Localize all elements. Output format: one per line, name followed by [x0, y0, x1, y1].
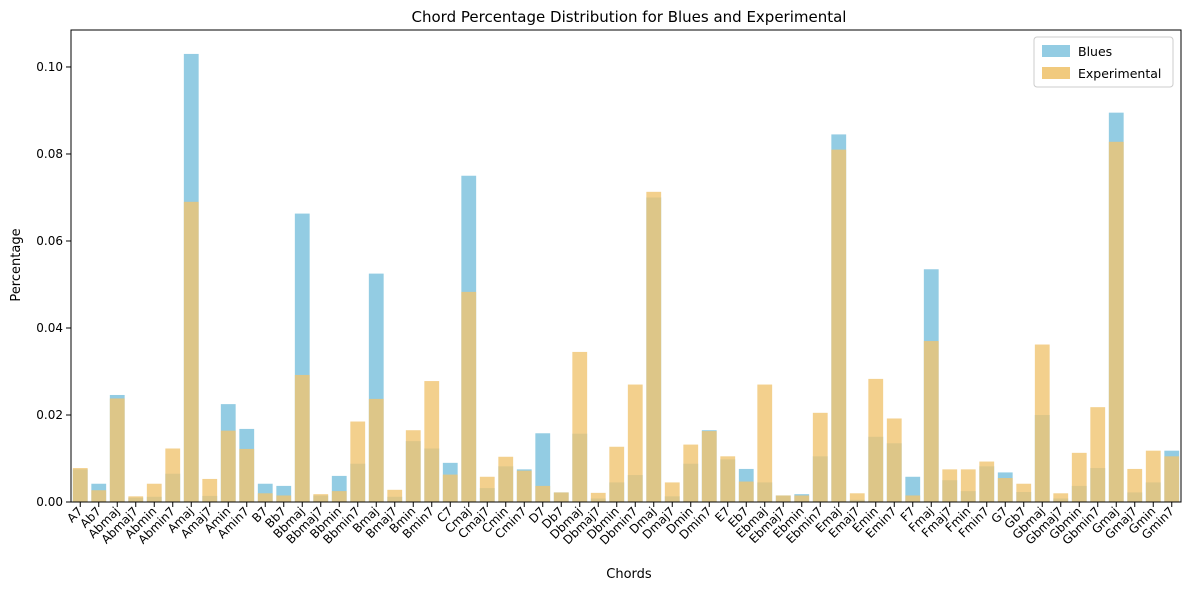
- bar-experimental-gb7: [1016, 483, 1032, 502]
- bar-experimental-dbmaj7: [590, 492, 606, 502]
- bar-experimental-e7: [720, 456, 736, 502]
- bar-experimental-dbmin: [609, 446, 625, 502]
- bar-experimental-db7: [553, 492, 569, 502]
- bar-experimental-bbmaj7: [313, 494, 329, 502]
- y-axis-ticks: 0.00 0.02 0.04 0.06 0.08 0.10: [36, 60, 71, 509]
- bar-experimental-ab7: [91, 490, 107, 502]
- bar-experimental-eb7: [738, 481, 754, 502]
- y-tick-label: 0.10: [36, 60, 63, 74]
- bar-experimental-dmin7: [701, 431, 717, 502]
- bar-experimental-emin: [868, 378, 884, 502]
- legend-label-blues: Blues: [1078, 44, 1112, 59]
- bar-experimental-b7: [257, 493, 273, 502]
- bar-experimental-abmin7: [165, 448, 181, 502]
- y-tick-label: 0.08: [36, 147, 63, 161]
- bar-experimental-dbmaj: [572, 351, 588, 502]
- axes-frame: [70, 29, 1182, 503]
- bar-experimental-bmaj: [368, 398, 384, 502]
- bar-experimental-cmaj: [461, 291, 477, 502]
- bar-experimental-ebmaj7: [775, 495, 791, 502]
- bar-experimental-bmin7: [424, 381, 440, 502]
- bar-experimental-fmaj: [923, 341, 939, 502]
- plot-area: 0.000.020.040.060.080.10A7Ab7AbmajAbmaj7…: [36, 29, 1182, 547]
- bar-experimental-gbmaj7: [1053, 493, 1069, 502]
- bar-experimental-f7: [905, 495, 921, 502]
- bar-experimental-amaj: [183, 201, 199, 502]
- bar-experimental-amin7: [239, 448, 255, 502]
- y-tick-label: 0.00: [36, 495, 63, 509]
- bar-experimental-ebmin7: [812, 412, 828, 502]
- bar-experimental-gmin: [1145, 450, 1161, 502]
- bar-experimental-a7: [72, 468, 88, 502]
- bar-experimental-abmaj: [109, 398, 125, 502]
- legend-label-experimental: Experimental: [1078, 66, 1161, 81]
- bar-experimental-emaj: [831, 149, 847, 502]
- bar-experimental-fmin: [960, 469, 976, 502]
- bar-experimental-d7: [535, 485, 551, 502]
- legend-swatch-experimental: [1042, 67, 1070, 79]
- bar-blues-d7: [535, 433, 551, 502]
- bar-experimental-bb7: [276, 495, 292, 502]
- bar-experimental-fmaj7: [942, 469, 958, 502]
- bar-experimental-fmin7: [979, 461, 995, 502]
- bar-experimental-dbmin7: [627, 384, 643, 502]
- bar-experimental-amin: [220, 430, 236, 502]
- bar-experimental-bbmaj: [294, 374, 310, 502]
- bar-experimental-bmaj7: [387, 489, 403, 502]
- bar-experimental-emin7: [886, 418, 902, 502]
- y-tick-label: 0.02: [36, 408, 63, 422]
- bar-experimental-gbmin: [1071, 452, 1087, 502]
- bar-experimental-c7: [442, 474, 458, 502]
- legend-swatch-blues: [1042, 45, 1070, 57]
- bar-experimental-cmaj7: [479, 476, 495, 502]
- bar-experimental-dmaj: [646, 191, 662, 502]
- bar-experimental-cmin: [498, 456, 514, 502]
- y-tick-label: 0.06: [36, 234, 63, 248]
- bar-experimental-g7: [997, 478, 1013, 502]
- bar-experimental-bbmin: [331, 491, 347, 502]
- bar-experimental-gmaj7: [1127, 468, 1143, 502]
- bar-experimental-ebmaj: [757, 384, 773, 502]
- bar-experimental-emaj7: [849, 493, 865, 502]
- bar-experimental-gbmaj: [1034, 344, 1050, 502]
- bar-experimental-amaj7: [202, 478, 218, 502]
- y-axis-label: Percentage: [9, 228, 24, 301]
- chart-title: Chord Percentage Distribution for Blues …: [412, 8, 847, 26]
- bar-experimental-dmin: [683, 444, 699, 502]
- bar-experimental-gbmin7: [1090, 407, 1106, 502]
- bar-experimental-abmin: [146, 483, 162, 502]
- bar-experimental-bmin: [405, 430, 421, 502]
- x-axis-label: Chords: [606, 567, 652, 582]
- bar-experimental-dmaj7: [664, 482, 680, 502]
- bar-experimental-gmaj: [1108, 141, 1124, 503]
- bar-experimental-ebmin: [794, 495, 810, 502]
- bar-experimental-abmaj7: [128, 496, 144, 502]
- bar-experimental-cmin7: [516, 470, 532, 502]
- legend: Blues Experimental: [1033, 36, 1174, 88]
- series-experimental: [72, 141, 1180, 503]
- bar-experimental-gmin7: [1164, 456, 1180, 502]
- y-tick-label: 0.04: [36, 321, 63, 335]
- bar-experimental-bbmin7: [350, 421, 366, 502]
